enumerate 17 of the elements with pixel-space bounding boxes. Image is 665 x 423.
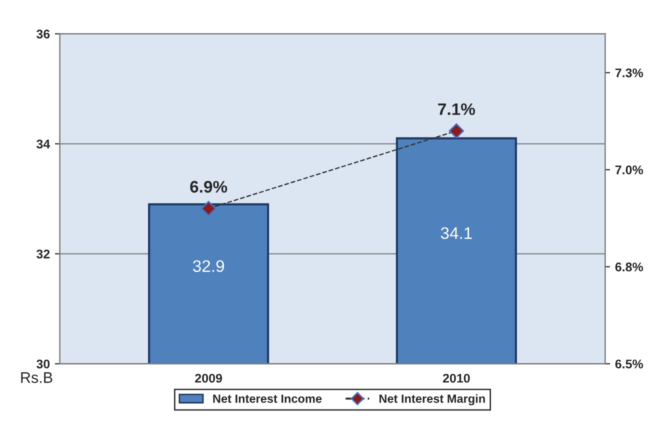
y2-tick-label: 7.0% [615,166,644,174]
data-label: 7.1% [438,103,475,116]
y-tick-label: 32 [36,250,50,258]
y-tick-label: 36 [36,30,50,39]
y2-tick-label: 7.3% [615,68,644,78]
text: Rs.B [21,372,52,383]
data-label: 6.9% [190,180,228,193]
y2-tick-label: 6.8% [615,262,644,272]
y-tick-label: 34 [36,140,50,148]
y-tick-label: 30 [36,360,50,368]
data-label: 32.9 [192,260,224,272]
x-tick-label: 2010 [442,374,470,383]
legend-label: Net Interest Income [213,394,322,403]
y2-tick-label: 6.5% [615,360,644,368]
x-tick-label: 2009 [195,374,222,383]
data-label: 34.1 [440,227,472,240]
legend-label: Net Interest Margin [379,394,485,406]
